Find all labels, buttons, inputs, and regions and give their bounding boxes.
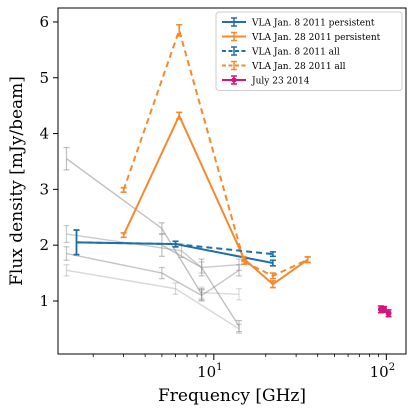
y-tick-label: 4 [39,125,49,143]
plot-area [63,23,392,334]
legend-box [215,11,403,91]
plot-frame [57,7,407,355]
y-tick-label: 5 [39,69,49,87]
x-tick-exponent: 2 [389,362,395,373]
legend-entry-label: VLA Jan. 28 2011 persistent [251,33,381,43]
legend-handle-marker [231,77,237,83]
y-tick-label: 2 [39,236,49,254]
y-tick-label: 1 [39,292,49,310]
gray-series-5-line [201,291,240,295]
x-tick-label: 102 [370,362,395,381]
legend-entry-label: VLA Jan. 8 2011 persistent [251,19,375,29]
y-tick-label: 3 [39,180,49,198]
y-axis-title: Flux density [mJy/beam] [7,76,27,286]
series-1-line [122,113,309,286]
gray-series-4-line [161,244,240,327]
series-2-line [76,241,273,256]
gray-series-2-line [66,252,240,297]
x-tick-label: 101 [197,362,222,381]
series-4-point [385,310,392,317]
legend-entry-label: VLA Jan. 8 2011 all [251,48,340,58]
legend: VLA Jan. 8 2011 persistent VLA Jan. 28 20… [215,11,403,91]
legend-entry-label: July 23 2014 [251,77,310,87]
x-axis-title: Frequency [GHz] [158,386,306,406]
series-3-line [122,26,309,277]
y-tick-label: 6 [39,13,49,31]
x-tick-exponent: 1 [216,362,222,373]
legend-entry-label: VLA Jan. 28 2011 all [251,62,346,72]
gray-series-3-line [66,269,240,330]
series-4-point [381,306,388,313]
